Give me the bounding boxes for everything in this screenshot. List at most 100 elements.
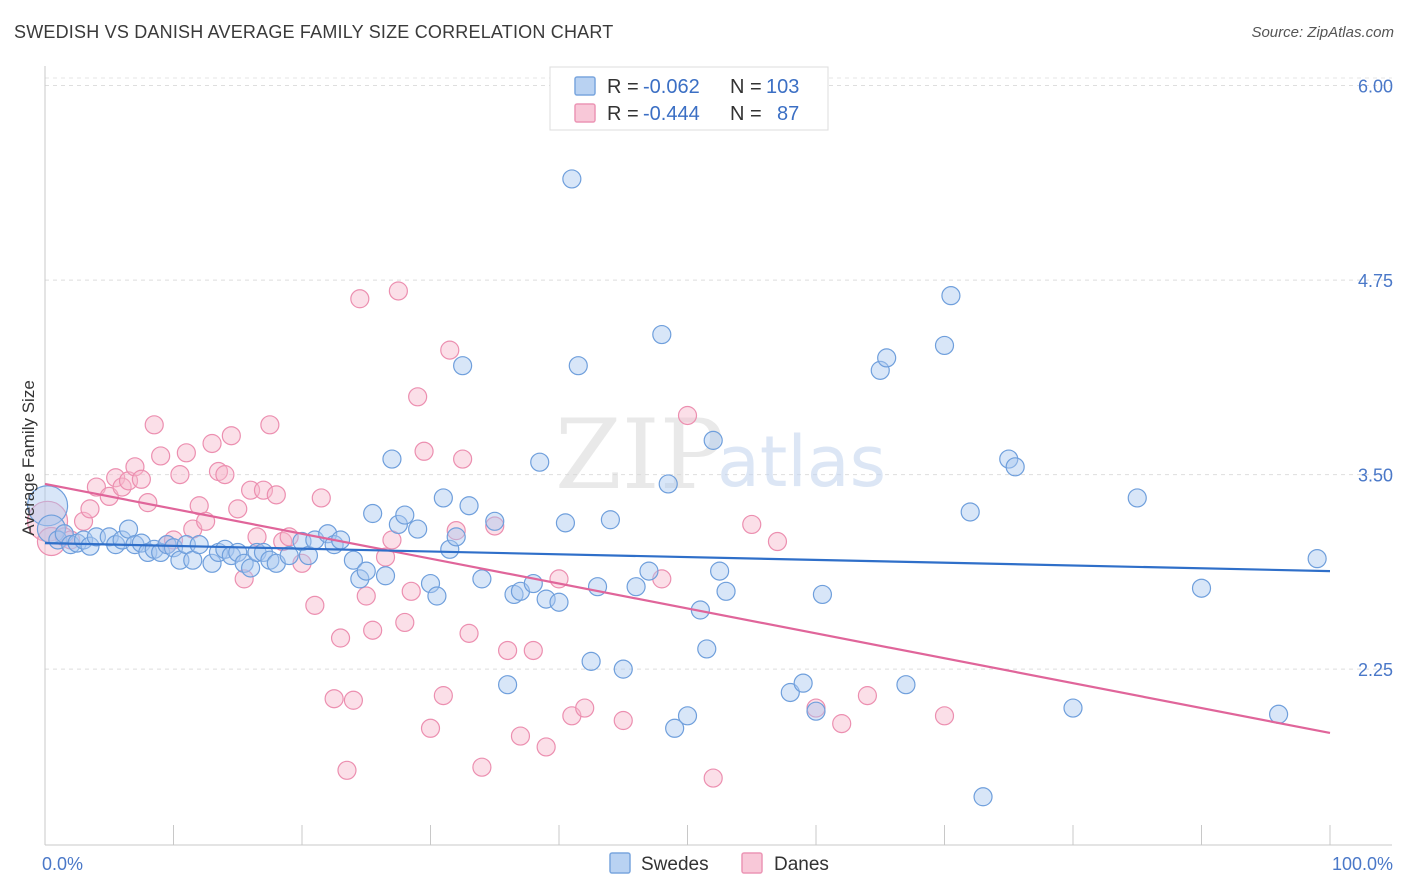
swedes-point	[697, 639, 717, 659]
swedes-point	[202, 553, 222, 573]
danes-n-value: 87	[777, 103, 799, 125]
danes-point	[343, 690, 363, 710]
danes-point	[350, 289, 370, 309]
danes-point	[408, 387, 428, 407]
danes-point	[459, 623, 479, 643]
swedes-point	[934, 335, 955, 356]
danes-point	[934, 706, 955, 726]
x-tick-labels: 0.0% 100.0%	[42, 854, 1393, 874]
danes-point	[363, 620, 383, 640]
swedes-point	[1191, 578, 1212, 598]
swedes-legend-swatch	[574, 76, 596, 96]
swedes-point	[395, 505, 415, 525]
swedes-point	[350, 569, 370, 589]
swedes-point	[677, 706, 698, 726]
danes-legend-swatch	[574, 103, 596, 123]
swedes-point	[189, 535, 209, 555]
swedes-point	[151, 542, 171, 563]
y-tick-label: 3.50	[1358, 466, 1393, 486]
swedes-point	[1063, 698, 1083, 718]
series-legend: Swedes Danes	[609, 852, 829, 875]
danes-point	[767, 531, 788, 552]
danes-point	[498, 640, 518, 661]
danes-point	[433, 686, 453, 706]
swedes-point	[408, 519, 428, 539]
danes-point	[305, 595, 325, 615]
swedes-point	[453, 356, 473, 376]
watermark-zip: ZIP	[555, 399, 724, 511]
y-tick-label: 2.25	[1358, 660, 1393, 680]
swedes-point	[382, 449, 402, 469]
axes	[44, 66, 1392, 846]
swedes-point	[960, 502, 980, 522]
swedes-point	[549, 592, 569, 612]
danes-point	[73, 511, 94, 531]
legend-label-danes: Danes	[774, 854, 829, 875]
danes-point	[388, 281, 408, 301]
danes-r-label: R =	[607, 103, 639, 125]
y-tick-label: 6.00	[1358, 77, 1393, 97]
danes-point	[234, 569, 254, 589]
swedes-point	[26, 485, 69, 527]
swedes-point	[658, 474, 678, 494]
swedes-point	[870, 360, 890, 380]
swedes-point	[472, 569, 492, 589]
swedes-point	[710, 561, 730, 581]
danes-point	[453, 449, 473, 469]
danes-point	[523, 640, 543, 661]
swedes-point	[973, 787, 993, 807]
danes-point	[613, 710, 633, 731]
swedes-point	[806, 701, 826, 721]
source-credit: Source: ZipAtlas.com	[1251, 24, 1394, 41]
swedes-point	[568, 356, 588, 376]
swedes-point	[1005, 457, 1025, 477]
swedes-point	[555, 513, 576, 533]
swedes-points	[26, 169, 1327, 807]
y-tick-label: 4.75	[1358, 271, 1393, 291]
legend-swatch-danes	[741, 852, 763, 874]
swedes-point	[812, 584, 833, 605]
swedes-point	[356, 561, 376, 581]
swedes-point	[703, 430, 723, 450]
danes-point	[260, 415, 280, 435]
swedes-point	[941, 286, 961, 306]
danes-point	[485, 516, 505, 536]
swedes-point	[363, 503, 383, 524]
watermark: ZIP atlas	[555, 399, 886, 511]
danes-point	[176, 443, 196, 463]
swedes-n-label: N =	[730, 76, 762, 98]
danes-point	[440, 340, 460, 360]
stats-legend-box	[549, 66, 829, 131]
swedes-point	[279, 545, 299, 566]
swedes-point	[999, 449, 1019, 469]
danes-point	[324, 689, 344, 709]
danes-r-value: -0.444	[643, 103, 700, 125]
y-axis-label: Average Family Size	[19, 380, 38, 536]
swedes-point	[375, 566, 396, 586]
swedes-point	[877, 348, 897, 368]
swedes-point	[530, 452, 550, 472]
swedes-point	[600, 510, 621, 530]
danes-point	[395, 612, 415, 633]
swedes-point	[652, 324, 672, 345]
x-tick-label: 100.0%	[1332, 854, 1393, 874]
swedes-point	[896, 675, 916, 695]
swedes-trend-line	[44, 541, 1331, 573]
danes-point	[536, 737, 556, 757]
swedes-point	[581, 651, 601, 671]
danes-point	[311, 488, 331, 508]
swedes-point	[433, 488, 453, 508]
legend-label-swedes: Swedes	[641, 854, 709, 875]
swedes-point	[613, 659, 633, 679]
danes-point	[337, 760, 357, 780]
danes-point	[472, 757, 492, 777]
swedes-point	[343, 550, 363, 570]
swedes-point	[1307, 549, 1327, 569]
danes-point	[414, 441, 434, 461]
swedes-point	[485, 511, 505, 531]
swedes-r-value: -0.062	[643, 76, 700, 98]
stats-legend: R = -0.062 N = 103 R = -0.444 N = 87	[549, 66, 829, 131]
danes-point	[86, 477, 107, 497]
swedes-point	[793, 673, 813, 693]
